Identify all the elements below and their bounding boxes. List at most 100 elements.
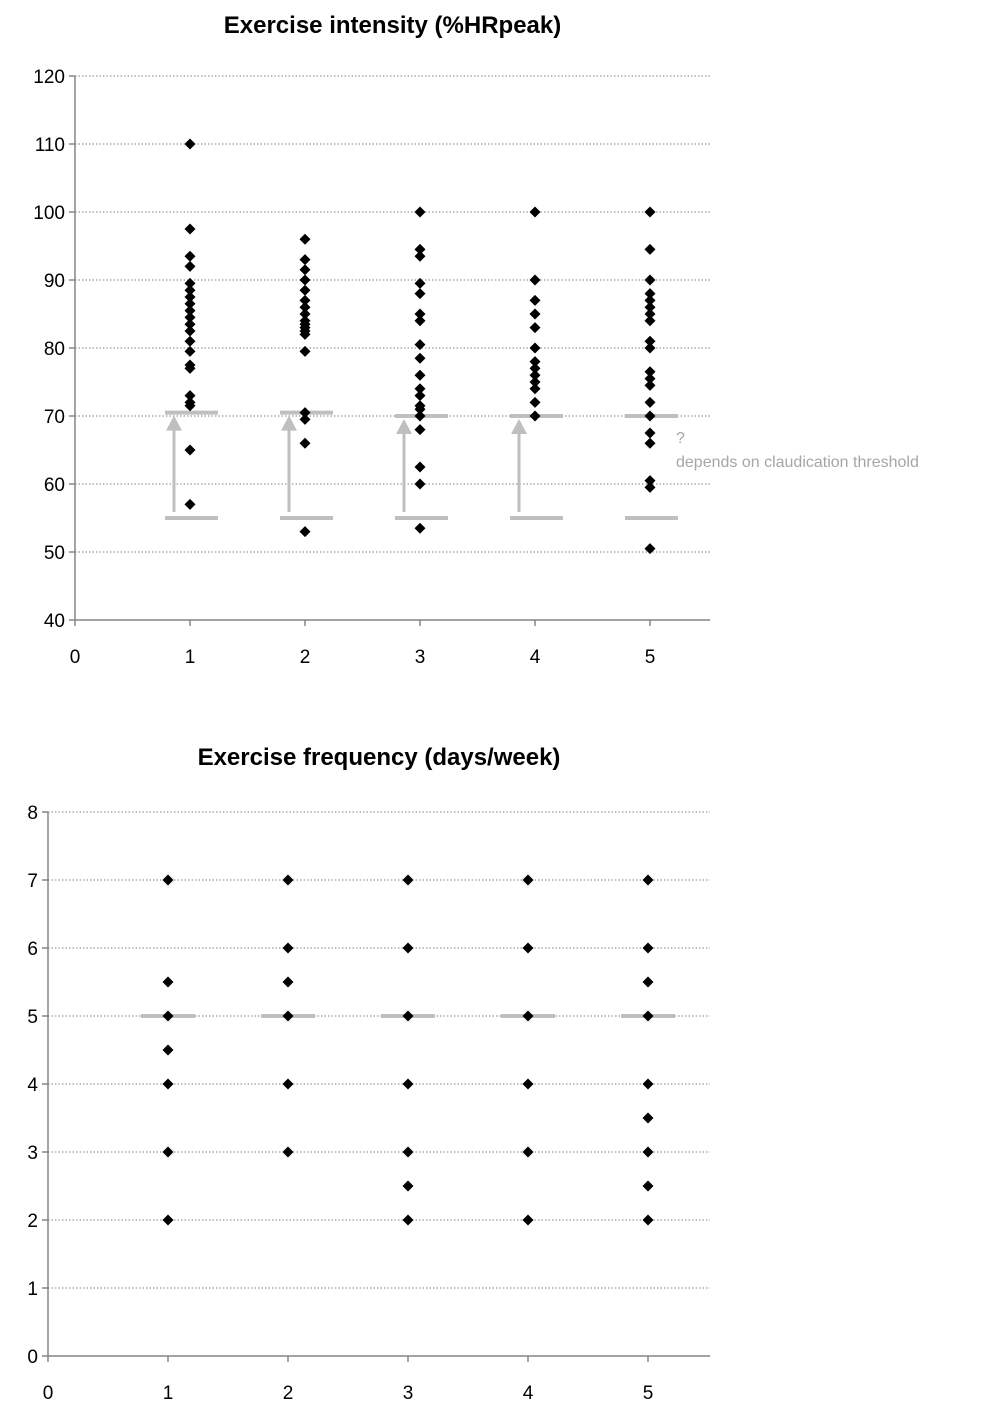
data-point [414,369,426,381]
x-tick-label: 0 [70,647,81,668]
annotation-question: ? [676,430,685,447]
data-point [162,1214,174,1226]
data-point [184,400,196,412]
data-point [644,410,656,422]
data-point [402,942,414,954]
data-point [184,223,196,235]
data-point [162,874,174,886]
data-point [184,390,196,402]
data-point [282,874,294,886]
y-tick-label: 80 [44,339,65,360]
data-point [644,475,656,487]
data-point [522,942,534,954]
x-tick-label: 2 [300,647,311,668]
y-tick-label: 1 [27,1279,38,1300]
y-tick-label: 4 [27,1075,38,1096]
data-point [402,1010,414,1022]
data-point [402,1180,414,1192]
y-tick-label: 0 [27,1347,38,1368]
chart-title: Exercise intensity (%HRpeak) [223,12,562,39]
data-point [522,1010,534,1022]
data-point [644,274,656,286]
data-point [644,379,656,391]
data-point [644,308,656,320]
data-point [299,308,311,320]
y-tick-label: 40 [44,611,65,632]
x-tick-label: 4 [523,1383,534,1401]
data-point [644,342,656,354]
data-point [184,345,196,357]
data-point [299,294,311,306]
data-point [299,254,311,266]
data-point [529,356,541,368]
data-point [644,543,656,555]
data-point [299,233,311,245]
data-point [282,976,294,988]
data-point [184,250,196,262]
x-tick-label: 5 [645,647,656,668]
data-point [282,1010,294,1022]
data-point [644,243,656,255]
data-point [644,427,656,439]
data-point [529,369,541,381]
data-point [184,298,196,310]
y-tick-label: 60 [44,475,65,496]
data-point [644,301,656,313]
data-point [529,376,541,388]
data-point [522,1146,534,1158]
data-point [162,1078,174,1090]
data-point [414,461,426,473]
x-tick-label: 3 [403,1383,414,1401]
data-point [522,1214,534,1226]
y-tick-label: 6 [27,939,38,960]
increase-arrow-head [281,415,297,431]
y-tick-label: 100 [33,203,65,224]
data-point [642,976,654,988]
data-point [529,308,541,320]
data-point [299,526,311,538]
data-point [299,437,311,449]
y-tick-label: 50 [44,543,65,564]
data-point [299,407,311,419]
increase-arrow-head [511,419,527,434]
data-point [184,362,196,374]
data-point [529,294,541,306]
data-point [282,1078,294,1090]
data-point [299,274,311,286]
data-point [184,325,196,337]
data-point [414,250,426,262]
data-point [299,264,311,276]
data-point [184,284,196,296]
data-point [402,1214,414,1226]
data-point [529,342,541,354]
data-point [644,315,656,327]
data-point [299,301,311,313]
data-point [529,362,541,374]
intensity-plot: 40 50 60 70 80 90 100 110 120 0 1 2 3 4 5? depends on c… [33,67,919,668]
data-point [282,942,294,954]
data-point [522,1078,534,1090]
data-point [414,390,426,402]
data-point [522,874,534,886]
y-tick-label: 70 [44,407,65,428]
data-point [414,243,426,255]
data-point [414,315,426,327]
data-point [184,335,196,347]
y-tick-label: 7 [27,871,38,892]
data-point [644,396,656,408]
data-point [299,284,311,296]
y-tick-label: 2 [27,1211,38,1232]
data-point [529,383,541,395]
data-point [529,322,541,334]
data-point [299,345,311,357]
y-tick-label: 90 [44,271,65,292]
data-point [644,335,656,347]
data-point [184,291,196,303]
x-tick-label: 5 [643,1383,654,1401]
data-point [414,424,426,436]
data-point [642,1112,654,1124]
data-point [642,1180,654,1192]
data-point [644,366,656,378]
data-point [644,288,656,300]
y-tick-label: 120 [33,67,65,88]
